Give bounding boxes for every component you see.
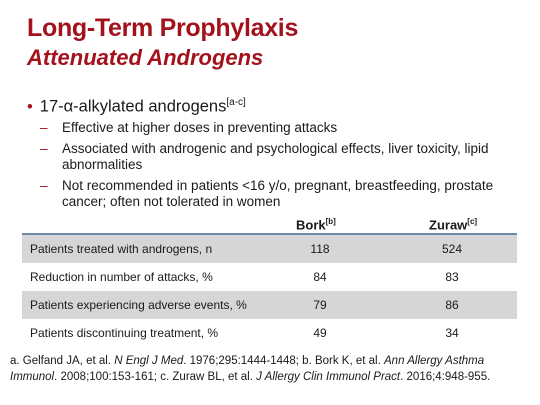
sub-bullet: – Effective at higher doses in preventing… [27, 120, 527, 136]
data-table: Patients treated with androgens, n 118 5… [22, 233, 517, 347]
main-bullet-text: 17-α-alkylated androgens [39, 97, 227, 116]
main-bullet: • 17-α-alkylated androgens[a-c] [27, 93, 527, 117]
main-bullet-ref: [a-c] [226, 97, 246, 108]
table-row: Reduction in number of attacks, % 84 83 [22, 263, 517, 291]
column-header-zuraw: Zuraw[c] [429, 217, 478, 233]
bullet-dot-icon: • [27, 97, 33, 116]
sub-bullet-text: Associated with androgenic and psycholog… [62, 140, 489, 172]
row-label: Patients experiencing adverse events, % [30, 298, 247, 312]
row-label: Reduction in number of attacks, % [30, 270, 213, 284]
table-row: Patients treated with androgens, n 118 5… [22, 233, 517, 263]
sub-bullet-text: Not recommended in patients <16 y/o, pre… [62, 177, 494, 209]
dash-icon: – [40, 177, 48, 193]
bullet-list: • 17-α-alkylated androgens[a-c] – Effectiv… [27, 93, 527, 215]
sub-bullet: – Associated with androgenic and psycholo… [27, 141, 527, 173]
table-row: Patients discontinuing treatment, % 49 3… [22, 319, 517, 347]
bork-value: 118 [310, 242, 330, 256]
table-row: Patients experiencing adverse events, % … [22, 291, 517, 319]
bork-value: 84 [313, 270, 327, 284]
references: a. Gelfand JA, et al. N Engl J Med. 1976… [10, 355, 491, 383]
column-header-bork: Bork[b] [296, 217, 336, 233]
sub-bullet: – Not recommended in patients <16 y/o, pr… [27, 178, 527, 210]
slide-title: Long-Term Prophylaxis [27, 14, 299, 42]
bork-value: 49 [313, 326, 327, 340]
sub-bullet-list: – Effective at higher doses in preventing… [27, 120, 527, 210]
row-label: Patients discontinuing treatment, % [30, 326, 219, 340]
row-label: Patients treated with androgens, n [30, 242, 213, 256]
zuraw-value: 34 [445, 326, 459, 340]
zuraw-value: 83 [445, 270, 459, 284]
sub-bullet-text: Effective at higher doses in preventing … [62, 119, 338, 135]
zuraw-value: 524 [441, 242, 463, 256]
bork-value: 79 [313, 298, 327, 312]
dash-icon: – [40, 119, 48, 135]
slide-subtitle: Attenuated Androgens [27, 45, 264, 70]
dash-icon: – [40, 140, 48, 156]
zuraw-value: 86 [445, 298, 459, 312]
